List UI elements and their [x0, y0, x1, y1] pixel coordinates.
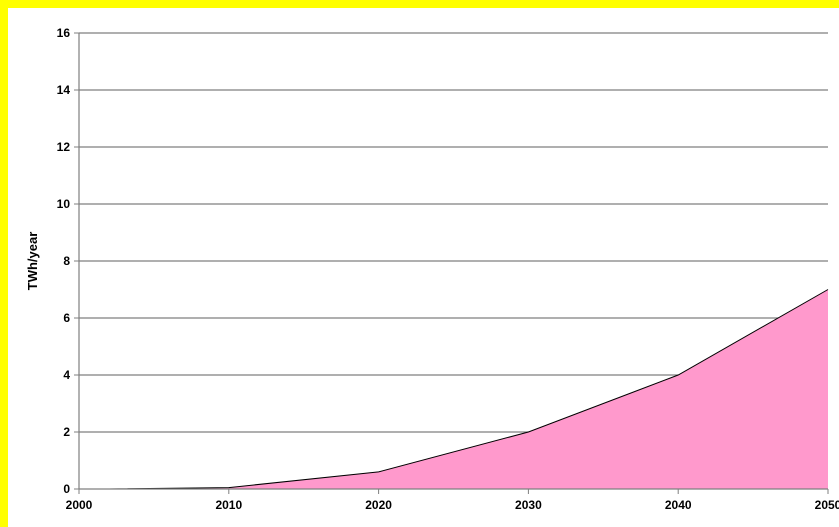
y-tick-label-2: 2: [63, 425, 70, 439]
x-tick-label-2020: 2020: [365, 498, 392, 512]
x-tick-label-2050: 2050: [815, 498, 839, 512]
area-outline-0: [108, 289, 829, 490]
x-tick-label-2000: 2000: [66, 498, 93, 512]
area-series: [108, 289, 829, 490]
y-tick-label-10: 10: [57, 197, 71, 211]
y-tick-label-6: 6: [63, 311, 70, 325]
area-fill-0: [108, 289, 828, 489]
x-tick-labels: 2000 2010 2020 2030 2040 2050: [66, 489, 839, 512]
y-tick-label-14: 14: [57, 83, 71, 97]
y-axis-title: TWh/year: [25, 232, 40, 291]
y-tick-label-0: 0: [63, 482, 70, 496]
y-tick-label-8: 8: [63, 254, 70, 268]
y-tick-label-12: 12: [57, 140, 71, 154]
x-tick-label-2030: 2030: [515, 498, 542, 512]
y-tick-label-16: 16: [57, 26, 71, 40]
x-tick-label-2040: 2040: [665, 498, 692, 512]
x-tick-label-2010: 2010: [215, 498, 242, 512]
chart-frame: 0 2 4 6 8 10 12 14 16 2000 2010 2020 2030 2040 2050 T…: [8, 8, 839, 527]
gridlines: [79, 32, 828, 433]
area-chart: 0 2 4 6 8 10 12 14 16 2000 2010 2020 2030 2040 2050 T…: [25, 26, 839, 512]
y-tick-label-4: 4: [63, 368, 70, 382]
y-tick-labels: 0 2 4 6 8 10 12 14 16: [57, 26, 79, 496]
